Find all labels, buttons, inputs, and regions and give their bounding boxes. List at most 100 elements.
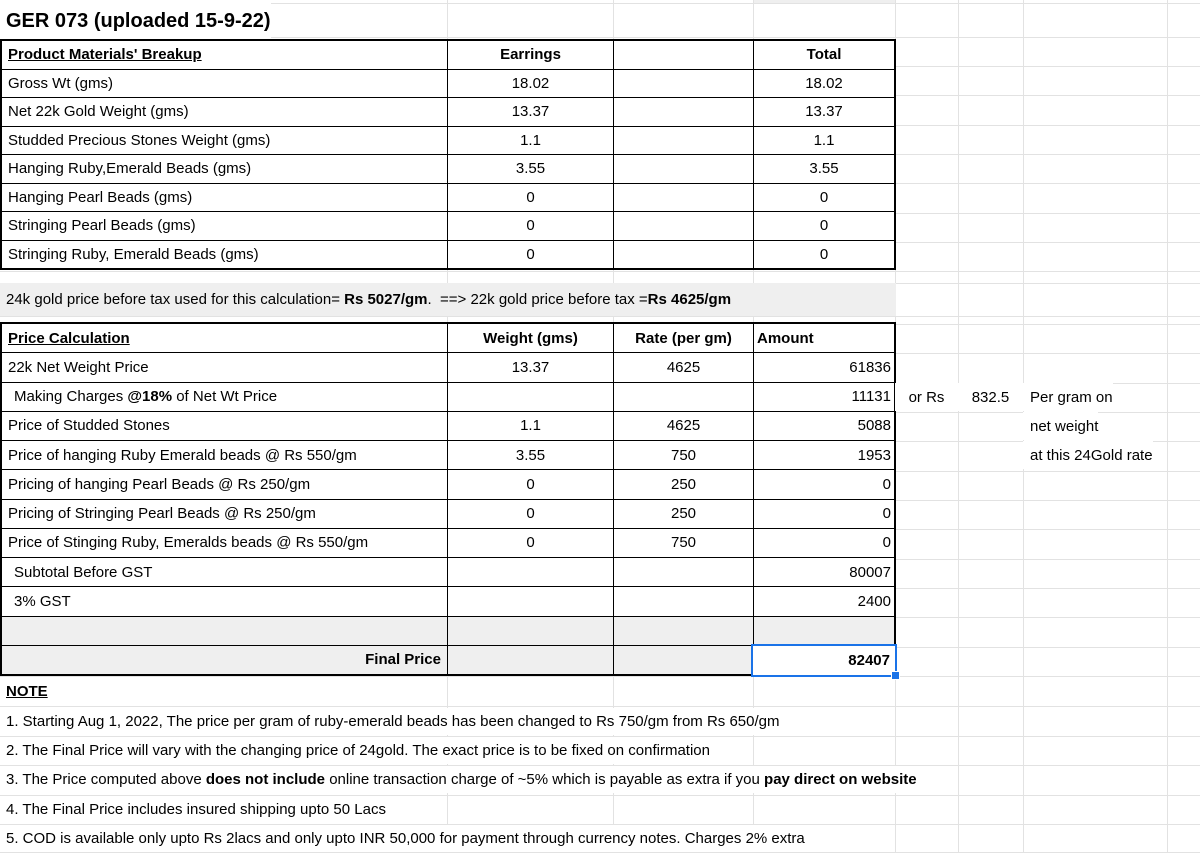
price-header-rate-cell[interactable]: Rate (per gm)	[614, 324, 753, 353]
price-row-rate[interactable]	[614, 616, 753, 645]
price-row-amount[interactable]: 5088	[754, 411, 894, 440]
materials-header-blank-cell[interactable]	[614, 41, 753, 69]
price-row-amount[interactable]: 0	[754, 528, 894, 557]
price-row-amount[interactable]: 2400	[754, 587, 894, 616]
materials-row-label[interactable]: Stringing Pearl Beads (gms)	[2, 212, 447, 240]
price-row-rate[interactable]	[614, 587, 753, 616]
note-item-3[interactable]: 3. The Price computed above does not inc…	[0, 766, 927, 793]
price-header-label-cell[interactable]: Price Calculation	[2, 324, 447, 353]
materials-row-blank[interactable]	[614, 155, 753, 183]
price-row-label[interactable]: Price of Studded Stones	[2, 411, 447, 440]
materials-row-earrings[interactable]: 0	[448, 212, 613, 240]
price-row-label[interactable]: Subtotal Before GST	[2, 558, 447, 587]
note-item-1[interactable]: 1. Starting Aug 1, 2022, The price per g…	[0, 708, 790, 735]
final-price-label-cell[interactable]: Final Price	[2, 645, 447, 674]
selected-cell-final-price[interactable]: 82407	[751, 644, 900, 680]
price-row-amount[interactable]: 1953	[754, 441, 894, 470]
price-row-rate[interactable]: 250	[614, 499, 753, 528]
materials-row-earrings[interactable]: 18.02	[448, 69, 613, 97]
price-row-rate[interactable]	[614, 382, 753, 411]
price-row-rate[interactable]: 4625	[614, 353, 753, 382]
materials-row-blank[interactable]	[614, 69, 753, 97]
materials-row-total[interactable]: 13.37	[754, 98, 894, 126]
price-row-rate[interactable]: 750	[614, 528, 753, 557]
price-row-amount[interactable]	[754, 616, 894, 645]
price-row-label[interactable]: 3% GST	[2, 587, 447, 616]
per-gram-note-line3[interactable]: at this 24Gold rate	[1023, 441, 1153, 469]
per-gram-note-line1[interactable]: Per gram on	[1023, 383, 1113, 411]
price-row-label[interactable]: Price of hanging Ruby Emerald beads @ Rs…	[2, 441, 447, 470]
partial-top-gray-cell[interactable]	[754, 0, 895, 3]
gridline-horizontal	[0, 795, 1200, 796]
price-row-weight[interactable]	[448, 616, 613, 645]
materials-row-total[interactable]: 0	[754, 212, 894, 240]
price-row-weight[interactable]: 0	[448, 470, 613, 499]
price-row-amount[interactable]: 0	[754, 499, 894, 528]
price-header-amount-cell[interactable]: Amount	[754, 324, 894, 353]
note-item-5[interactable]: 5. COD is available only upto Rs 2lacs a…	[0, 825, 815, 852]
gold-price-note-cell[interactable]: 24k gold price before tax used for this …	[0, 283, 896, 316]
note-item-4[interactable]: 4. The Final Price includes insured ship…	[0, 796, 396, 823]
materials-row-earrings[interactable]: 0	[448, 183, 613, 211]
price-row-rate[interactable]	[614, 558, 753, 587]
note-3-bold-2: pay direct on website	[764, 771, 917, 788]
price-row-rate[interactable]: 750	[614, 441, 753, 470]
materials-row-blank[interactable]	[614, 98, 753, 126]
price-row-weight[interactable]: 0	[448, 499, 613, 528]
materials-header-total-cell[interactable]: Total	[754, 41, 894, 69]
per-gram-value-cell[interactable]: 832.5	[958, 383, 1023, 411]
price-row-rate[interactable]	[614, 645, 753, 674]
materials-row-earrings[interactable]: 13.37	[448, 98, 613, 126]
materials-row-total[interactable]: 3.55	[754, 155, 894, 183]
price-row-weight[interactable]: 13.37	[448, 353, 613, 382]
price-header-weight-cell[interactable]: Weight (gms)	[448, 324, 613, 353]
price-row-weight[interactable]: 0	[448, 528, 613, 557]
price-row-rate[interactable]: 250	[614, 470, 753, 499]
materials-row-earrings[interactable]: 0	[448, 240, 613, 268]
materials-row-earrings[interactable]: 3.55	[448, 155, 613, 183]
price-row-weight[interactable]	[448, 587, 613, 616]
price-row-label[interactable]: 22k Net Weight Price	[2, 353, 447, 382]
price-row-label[interactable]	[2, 616, 447, 645]
materials-header-earrings-cell[interactable]: Earrings	[448, 41, 613, 69]
materials-row-total[interactable]: 0	[754, 240, 894, 268]
price-row-label[interactable]: Pricing of hanging Pearl Beads @ Rs 250/…	[2, 470, 447, 499]
materials-row-label[interactable]: Studded Precious Stones Weight (gms)	[2, 126, 447, 154]
materials-row-total[interactable]: 0	[754, 183, 894, 211]
materials-row-label[interactable]: Gross Wt (gms)	[2, 69, 447, 97]
gridline-vertical	[1167, 0, 1168, 853]
price-row-rate[interactable]: 4625	[614, 411, 753, 440]
materials-row-label[interactable]: Hanging Pearl Beads (gms)	[2, 183, 447, 211]
materials-row-blank[interactable]	[614, 240, 753, 268]
or-rs-cell[interactable]: or Rs	[895, 383, 958, 411]
materials-row-label[interactable]: Stringing Ruby, Emerald Beads (gms)	[2, 240, 447, 268]
price-row-weight[interactable]	[448, 382, 613, 411]
materials-row-total[interactable]: 1.1	[754, 126, 894, 154]
per-gram-note-line2[interactable]: net weight	[1023, 412, 1099, 440]
price-row-label[interactable]: Making Charges @18% of Net Wt Price	[2, 382, 447, 411]
notes-heading-cell[interactable]: NOTE	[0, 678, 58, 705]
price-row-amount[interactable]: 0	[754, 470, 894, 499]
price-row-weight[interactable]	[448, 558, 613, 587]
price-row-weight[interactable]: 3.55	[448, 441, 613, 470]
materials-row-blank[interactable]	[614, 183, 753, 211]
materials-header-label-cell[interactable]: Product Materials' Breakup	[2, 41, 447, 69]
sheet-title-cell[interactable]: GER 073 (uploaded 15-9-22)	[0, 3, 271, 39]
note-item-2[interactable]: 2. The Final Price will vary with the ch…	[0, 737, 720, 764]
materials-row-label[interactable]: Hanging Ruby,Emerald Beads (gms)	[2, 155, 447, 183]
materials-row-earrings[interactable]: 1.1	[448, 126, 613, 154]
price-row-amount[interactable]: 61836	[754, 353, 894, 382]
fill-handle[interactable]	[891, 671, 900, 680]
price-row-amount[interactable]: 11131	[754, 382, 894, 411]
price-row-amount[interactable]: 80007	[754, 558, 894, 587]
materials-row-label[interactable]: Net 22k Gold Weight (gms)	[2, 98, 447, 126]
price-row-label[interactable]: Price of Stinging Ruby, Emeralds beads @…	[2, 528, 447, 557]
price-row-label[interactable]: Pricing of Stringing Pearl Beads @ Rs 25…	[2, 499, 447, 528]
price-row-weight[interactable]	[448, 645, 613, 674]
materials-row-blank[interactable]	[614, 126, 753, 154]
price-row-weight[interactable]: 1.1	[448, 411, 613, 440]
materials-row-blank[interactable]	[614, 212, 753, 240]
note-3-text: online transaction charge of ~5% which i…	[325, 771, 765, 788]
materials-row-total[interactable]: 18.02	[754, 69, 894, 97]
